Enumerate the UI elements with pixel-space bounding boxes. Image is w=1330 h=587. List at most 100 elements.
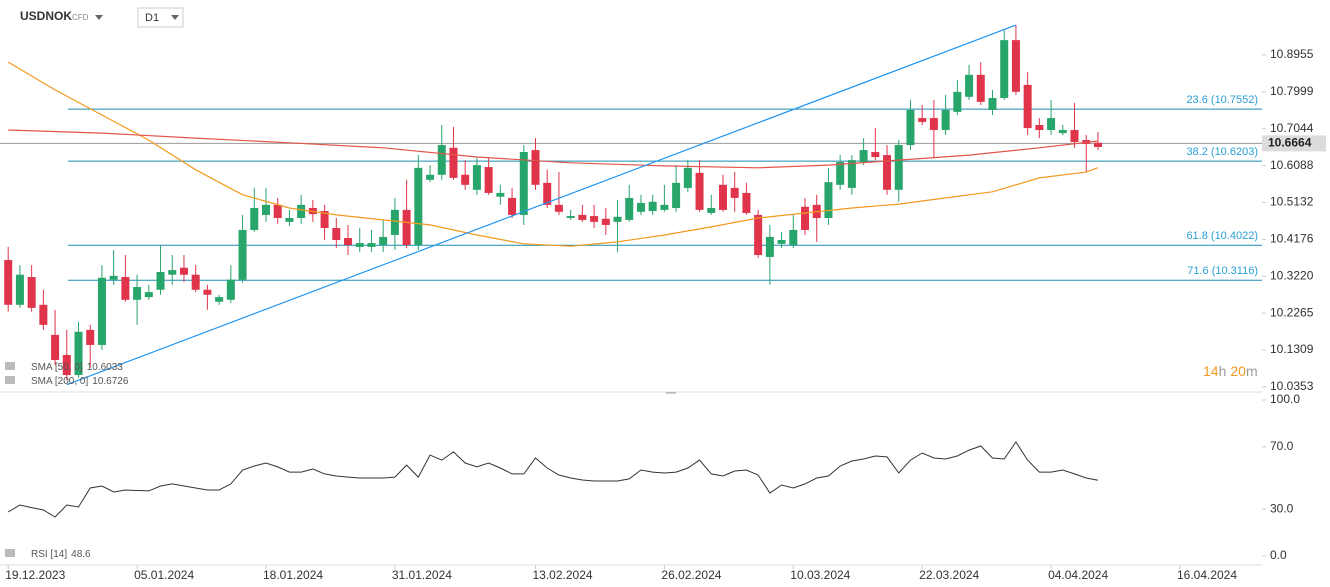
fib-label: 38.2 (10.6203) bbox=[1186, 146, 1258, 158]
candle-body bbox=[590, 216, 599, 222]
candle-body bbox=[929, 118, 938, 131]
candle-body bbox=[461, 174, 470, 185]
rsi-y-tick-label: 70.0 bbox=[1270, 439, 1294, 453]
candle-body bbox=[1023, 84, 1032, 129]
candle-body bbox=[976, 74, 985, 102]
rsi-y-tick-label: 30.0 bbox=[1270, 501, 1294, 515]
legend-name: RSI [14] bbox=[31, 549, 67, 560]
candle-body bbox=[801, 206, 810, 230]
fib-label: 61.8 (10.4022) bbox=[1186, 230, 1258, 242]
countdown-unit: h bbox=[1219, 363, 1227, 379]
candle-body bbox=[883, 155, 892, 190]
candle-body bbox=[1058, 130, 1067, 134]
icon bbox=[5, 549, 15, 557]
legend-icons bbox=[5, 362, 15, 557]
sma-legend: SMA [200, 0] 10.6726 bbox=[31, 376, 129, 387]
timeframe: D1 bbox=[145, 12, 159, 24]
candle-body bbox=[261, 204, 270, 215]
candle-body bbox=[402, 209, 411, 245]
candle-body bbox=[332, 228, 341, 240]
candle-body bbox=[390, 209, 399, 235]
candle-body bbox=[695, 172, 704, 210]
candle-body bbox=[226, 279, 235, 300]
candle-body bbox=[62, 354, 71, 376]
icon bbox=[5, 362, 15, 370]
legend-value: 10.6726 bbox=[92, 376, 129, 387]
candle-body bbox=[531, 150, 540, 185]
legend-value: 48.6 bbox=[71, 549, 91, 560]
legend-value: 10.6033 bbox=[87, 362, 124, 373]
candle-body bbox=[250, 207, 259, 230]
candle-body bbox=[285, 217, 294, 222]
candle-body bbox=[871, 152, 880, 158]
candle-body bbox=[15, 274, 24, 305]
candle-body bbox=[74, 331, 83, 376]
y-tick-label: 10.7999 bbox=[1270, 84, 1314, 98]
candle-body bbox=[648, 201, 657, 212]
candle-body bbox=[4, 260, 13, 305]
candle-body bbox=[824, 182, 833, 218]
candle-body bbox=[777, 239, 786, 244]
y-tick-label: 10.6088 bbox=[1270, 158, 1314, 172]
candle-body bbox=[742, 192, 751, 213]
candle-body bbox=[273, 204, 282, 218]
candle-body bbox=[636, 202, 645, 212]
candle-body bbox=[1011, 40, 1020, 92]
candle-body bbox=[484, 167, 493, 193]
countdown: 14h 20m bbox=[1203, 363, 1258, 379]
countdown-hours: 14 bbox=[1203, 363, 1219, 379]
candle-body bbox=[27, 277, 36, 308]
candle-body bbox=[144, 292, 153, 298]
x-tick-label: 05.01.2024 bbox=[134, 568, 194, 582]
icon bbox=[5, 376, 15, 384]
candle-body bbox=[859, 150, 868, 163]
candle-body bbox=[789, 229, 798, 245]
moving-average bbox=[7, 61, 1099, 247]
symbol-selector[interactable]: USDNOK CFD bbox=[20, 9, 103, 23]
candle-body bbox=[894, 145, 903, 190]
candle-body bbox=[215, 297, 224, 302]
x-tick-label: 26.02.2024 bbox=[661, 568, 721, 582]
candle-body bbox=[379, 236, 388, 245]
candle-body bbox=[367, 243, 376, 247]
candle-body bbox=[754, 214, 763, 256]
candle-body bbox=[613, 216, 622, 222]
countdown-minutes: 20 bbox=[1230, 363, 1246, 379]
candle-body bbox=[1093, 142, 1102, 147]
symbol: USDNOK bbox=[20, 9, 72, 23]
candle-body bbox=[953, 91, 962, 112]
candle-body bbox=[168, 270, 177, 275]
candle-body bbox=[191, 274, 200, 290]
x-tick-label: 18.01.2024 bbox=[263, 568, 323, 582]
candle-body bbox=[1035, 125, 1044, 131]
timeframe-selector[interactable]: D1 bbox=[137, 7, 184, 28]
y-tick-label: 10.2265 bbox=[1270, 305, 1314, 319]
candle-body bbox=[238, 229, 247, 280]
candle-body bbox=[765, 236, 774, 257]
candle-body bbox=[660, 204, 669, 210]
y-tick-label: 10.1309 bbox=[1270, 342, 1314, 356]
y-tick-label: 10.7044 bbox=[1270, 121, 1314, 135]
candle-body bbox=[297, 204, 306, 218]
trend-line bbox=[66, 24, 1017, 386]
dropdown-arrow bbox=[95, 15, 103, 20]
candle-body bbox=[109, 275, 118, 280]
y-tick-label: 10.8955 bbox=[1270, 47, 1314, 61]
sma-legend: SMA [50, 0] 10.6033 bbox=[31, 362, 123, 373]
candle-body bbox=[344, 238, 353, 245]
candle-body bbox=[965, 74, 974, 97]
candle-body bbox=[906, 109, 915, 146]
rsi-y-tick-label: 0.0 bbox=[1270, 548, 1287, 562]
candle-body bbox=[707, 207, 716, 213]
y-tick-label: 10.4176 bbox=[1270, 232, 1314, 246]
x-tick-label: 13.02.2024 bbox=[533, 568, 593, 582]
candle-body bbox=[1047, 118, 1056, 131]
candle-body bbox=[519, 152, 528, 215]
candle-body bbox=[51, 334, 60, 360]
candle-body bbox=[1000, 40, 1009, 98]
candle-body bbox=[121, 277, 130, 300]
candle-body bbox=[988, 98, 997, 110]
candle-body bbox=[836, 162, 845, 185]
candle-body bbox=[941, 109, 950, 131]
